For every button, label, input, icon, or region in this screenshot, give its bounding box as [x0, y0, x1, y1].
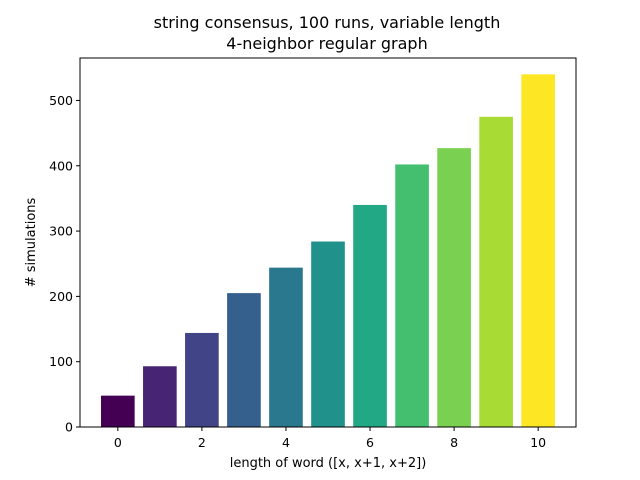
bar-6	[353, 204, 387, 427]
bar-0	[101, 395, 135, 427]
y-tick-label-200: 200	[49, 289, 73, 304]
x-tick-label-10: 10	[530, 435, 546, 450]
y-axis-label: # simulations	[24, 197, 39, 287]
y-tick-label-100: 100	[49, 354, 73, 369]
x-tick-label-4: 4	[282, 435, 290, 450]
bar-9	[479, 116, 513, 427]
bar-5	[311, 241, 345, 427]
bar-2	[185, 332, 219, 427]
y-tick-label-300: 300	[49, 224, 73, 239]
bar-8	[437, 148, 471, 427]
bar-7	[395, 164, 429, 427]
bar-10	[521, 74, 555, 427]
chart-title-line-1: string consensus, 100 runs, variable len…	[154, 13, 501, 32]
x-axis-label: length of word ([x, x+1, x+2])	[230, 456, 427, 471]
plot-area-frame	[79, 57, 577, 428]
bars-layer	[101, 74, 555, 427]
x-tick-label-6: 6	[366, 435, 374, 450]
x-tick-label-8: 8	[450, 435, 458, 450]
bar-4	[269, 267, 303, 427]
y-tick-label-400: 400	[49, 158, 73, 173]
x-tick-label-0: 0	[114, 435, 122, 450]
y-tick-label-0: 0	[65, 420, 73, 435]
x-tick-label-2: 2	[198, 435, 206, 450]
chart-title-line-2: 4-neighbor regular graph	[226, 34, 427, 53]
y-tick-label-500: 500	[49, 93, 73, 108]
bar-1	[143, 366, 177, 427]
bar-3	[227, 293, 261, 427]
